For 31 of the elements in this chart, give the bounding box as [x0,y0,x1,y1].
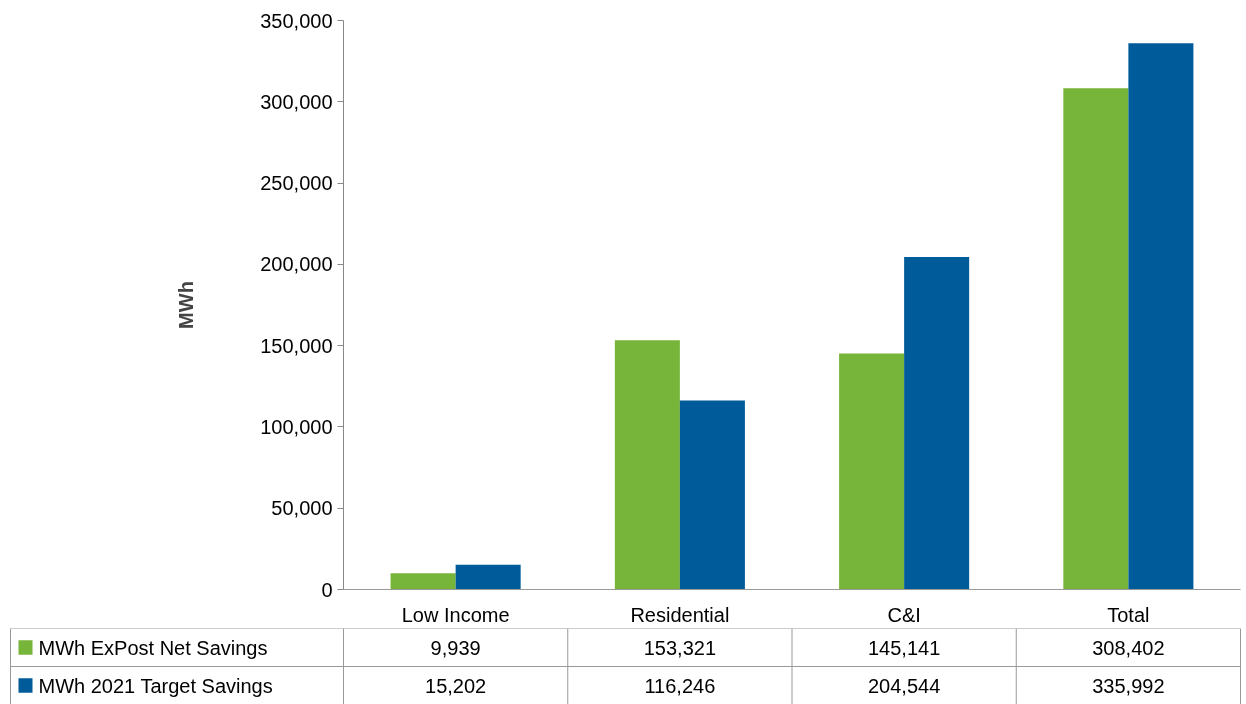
data-label: 308,402 [1092,636,1165,659]
y-tick-label: 250,000 [260,172,333,195]
y-tick-label: 0 [321,578,333,601]
bar [455,564,521,590]
x-tick-label: Total [1107,603,1150,626]
data-label: 9,939 [430,636,481,659]
data-label: 116,246 [644,674,716,697]
x-tick-label: Residential [630,603,730,626]
y-tick-label: 50,000 [271,497,333,520]
y-tick-label: 100,000 [260,415,333,438]
legend-label: MWh ExPost Net Savings [38,636,268,659]
data-label: 335,992 [1092,674,1165,697]
data-label: 15,202 [425,674,487,697]
bar [679,400,745,590]
bar [614,340,680,590]
x-tick-label: Low Income [401,603,510,626]
y-tick-label: 350,000 [260,9,333,32]
bar [904,256,970,590]
legend-label: MWh 2021 Target Savings [38,674,273,697]
data-label: 153,321 [643,636,717,659]
y-tick-label: 150,000 [260,334,333,357]
bar [839,353,905,590]
bar [1063,88,1129,590]
y-tick-label: 300,000 [260,90,333,113]
bar [1128,43,1194,590]
data-label: 145,141 [867,636,941,659]
y-tick-label: 200,000 [260,253,333,276]
bar [390,573,456,590]
x-tick-label: C&I [887,603,921,626]
data-label: 204,544 [867,674,941,697]
y-axis-title: MWh [175,281,198,329]
